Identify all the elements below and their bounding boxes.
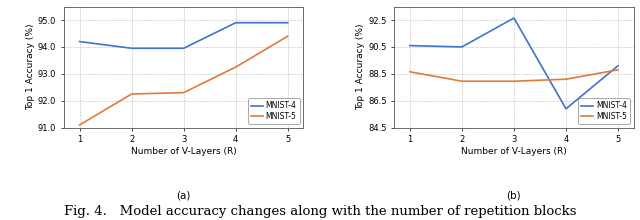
Y-axis label: Top 1 Accuracy (%): Top 1 Accuracy (%) [26, 24, 35, 110]
Legend: MNIST-4, MNIST-5: MNIST-4, MNIST-5 [248, 98, 300, 124]
Text: Fig. 4.   Model accuracy changes along with the number of repetition blocks: Fig. 4. Model accuracy changes along wit… [64, 205, 576, 218]
Text: (a): (a) [177, 191, 191, 200]
Legend: MNIST-4, MNIST-5: MNIST-4, MNIST-5 [579, 98, 630, 124]
Y-axis label: Top 1 Accuracy (%): Top 1 Accuracy (%) [356, 24, 365, 110]
Text: (b): (b) [507, 191, 521, 200]
X-axis label: Number of V-Layers (R): Number of V-Layers (R) [461, 147, 567, 156]
X-axis label: Number of V-Layers (R): Number of V-Layers (R) [131, 147, 237, 156]
